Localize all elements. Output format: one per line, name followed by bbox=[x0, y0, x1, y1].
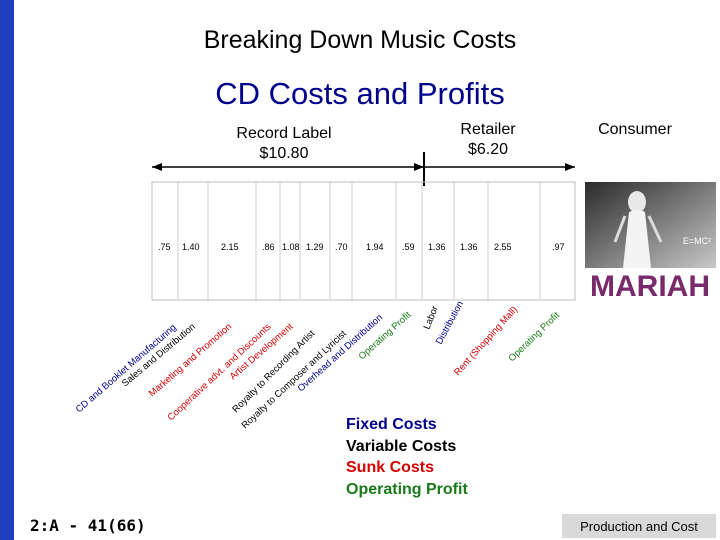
slide-title: Breaking Down Music Costs bbox=[203, 26, 517, 54]
record-label-arrow-right bbox=[414, 163, 424, 171]
legend-fixed-costs: Fixed Costs bbox=[346, 416, 437, 433]
cost-category-label: Labor bbox=[422, 304, 441, 331]
cost-value-label: 1.08 bbox=[282, 242, 300, 252]
cost-value-label: .75 bbox=[158, 242, 171, 252]
slide-sidebar-bar bbox=[0, 0, 14, 540]
cost-value-label: 1.29 bbox=[306, 242, 324, 252]
retailer-arrow-right bbox=[565, 163, 575, 171]
cd-cover-art: E=MC² MARIAH bbox=[585, 182, 716, 303]
consumer-heading: Consumer bbox=[598, 121, 672, 138]
legend-operating-profit: Operating Profit bbox=[346, 480, 468, 498]
cost-value-label: .59 bbox=[402, 242, 415, 252]
legend-sunk-costs: Sunk Costs bbox=[346, 459, 435, 476]
cd-cover-figure-arms bbox=[613, 215, 663, 243]
slide-number: 2:A - 41(66) bbox=[30, 516, 146, 535]
cd-cover-background bbox=[585, 182, 716, 268]
cost-value-label: .70 bbox=[335, 242, 348, 252]
record-label-heading: Record Label $10.80 bbox=[214, 124, 354, 164]
cd-cover-image: E=MC² MARIAH bbox=[585, 182, 716, 303]
cost-category-label: Sales and Distribution bbox=[120, 321, 198, 389]
cost-category-label: Distribution bbox=[434, 299, 466, 346]
footer-section-label: Production and Cost bbox=[562, 514, 716, 538]
cost-value-label: 1.94 bbox=[366, 242, 384, 252]
retailer-heading: Retailer $6.20 bbox=[422, 120, 554, 160]
cd-cover-artist-text: MARIAH bbox=[590, 270, 710, 302]
cost-value-label: 1.40 bbox=[182, 242, 200, 252]
retailer-name: Retailer bbox=[460, 121, 516, 138]
record-label-name: Record Label bbox=[236, 125, 332, 142]
retailer-amount: $6.20 bbox=[467, 141, 509, 158]
cost-bar-outline bbox=[151, 181, 576, 301]
segment-dividers bbox=[177, 182, 541, 300]
cost-value-label: 1.36 bbox=[460, 242, 478, 252]
cd-cover-figure-dress bbox=[623, 210, 651, 268]
legend: Fixed Costs Variable Costs Sunk Costs Op… bbox=[346, 414, 468, 500]
cost-category-label: Operating Profit bbox=[506, 310, 562, 364]
cost-value-label: .86 bbox=[262, 242, 275, 252]
cost-category-label: CD and Booklet Manufacturing bbox=[74, 322, 179, 415]
legend-variable-costs: Variable Costs bbox=[346, 437, 457, 455]
record-label-arrow-left bbox=[152, 163, 162, 171]
cost-value-label: .97 bbox=[552, 242, 565, 252]
cd-cover-album-title: E=MC² bbox=[683, 236, 711, 246]
slide-subtitle: CD Costs and Profits bbox=[215, 76, 505, 111]
cd-cover-figure-head bbox=[628, 191, 646, 213]
cost-category-label: Rent (Shopping Mall) bbox=[452, 304, 520, 378]
cost-value-label: 2.15 bbox=[221, 242, 239, 252]
cost-value-label: 1.36 bbox=[428, 242, 446, 252]
cost-value-label: 2.55 bbox=[494, 242, 512, 252]
record-label-amount: $10.80 bbox=[259, 145, 309, 162]
